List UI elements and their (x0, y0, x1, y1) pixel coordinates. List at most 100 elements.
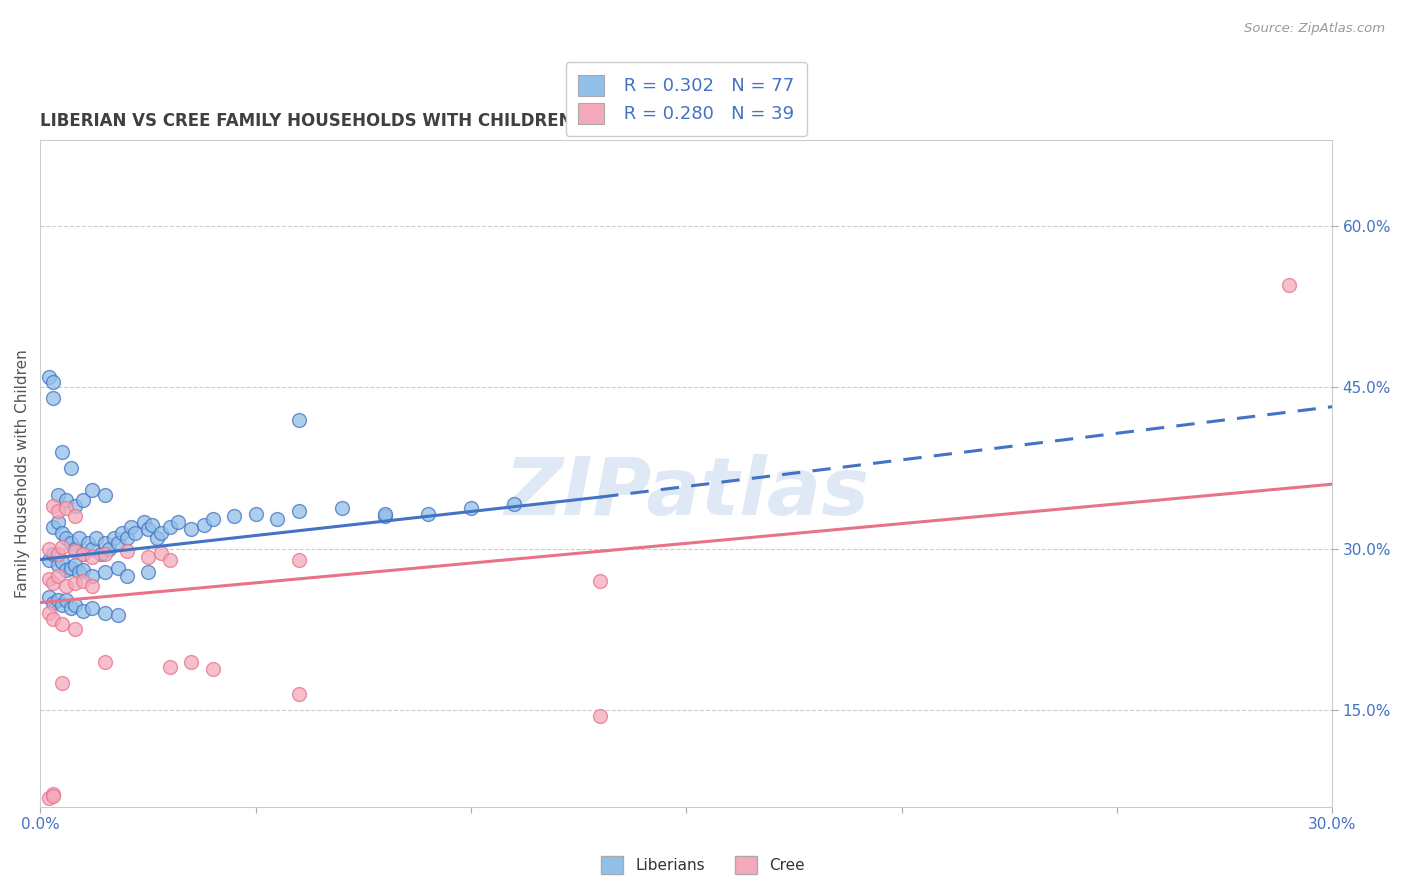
Point (111, 525, 134, 540)
Point (589, 574, 612, 588)
Point (51, 555, 73, 569)
Point (159, 552, 181, 566)
Point (287, 412, 309, 426)
Point (167, 515, 190, 529)
Point (42, 789, 65, 804)
Point (94, 536, 117, 550)
Point (94, 488, 117, 502)
Point (72, 547, 94, 561)
Point (98, 541, 121, 556)
Point (416, 508, 439, 522)
Point (55, 593, 77, 607)
Point (103, 531, 125, 545)
Point (503, 497, 526, 511)
Point (72, 547, 94, 561)
Point (287, 552, 309, 566)
Point (159, 660, 181, 674)
Point (63, 509, 86, 524)
Point (115, 531, 138, 545)
Point (38, 590, 60, 604)
Point (72, 604, 94, 618)
Point (266, 511, 288, 525)
Text: ZIPatlas: ZIPatlas (503, 454, 869, 533)
Point (55, 500, 77, 515)
Point (42, 576, 65, 591)
Point (63, 623, 86, 637)
Point (80, 601, 103, 615)
Point (46, 488, 69, 502)
Point (80, 579, 103, 593)
Point (63, 541, 86, 556)
Point (124, 525, 146, 540)
Point (145, 531, 167, 545)
Point (80, 483, 103, 497)
Point (38, 369, 60, 384)
Point (94, 607, 117, 621)
Point (72, 574, 94, 588)
Point (51, 445, 73, 459)
Point (80, 568, 103, 582)
Legend: Liberians, Cree: Liberians, Cree (595, 850, 811, 880)
Point (136, 566, 159, 580)
Point (180, 655, 202, 669)
Point (180, 522, 202, 536)
Point (201, 662, 224, 676)
Point (59, 536, 82, 550)
Point (107, 561, 129, 575)
Point (1278, 278, 1301, 293)
Point (90, 547, 112, 561)
Point (51, 525, 73, 540)
Text: Source: ZipAtlas.com: Source: ZipAtlas.com (1244, 22, 1385, 36)
Point (141, 518, 163, 533)
Point (38, 552, 60, 566)
Point (136, 550, 159, 565)
Legend:  R = 0.302   N = 77,  R = 0.280   N = 39: R = 0.302 N = 77, R = 0.280 N = 39 (565, 62, 807, 136)
Point (589, 708, 612, 723)
Point (107, 536, 129, 550)
Point (149, 525, 172, 540)
Point (63, 558, 86, 572)
Point (374, 509, 396, 524)
Point (287, 504, 309, 518)
Point (132, 515, 155, 529)
Point (55, 563, 77, 577)
Point (38, 791, 60, 805)
Point (38, 541, 60, 556)
Point (193, 518, 215, 533)
Y-axis label: Family Households with Children: Family Households with Children (15, 349, 30, 598)
Point (115, 544, 138, 558)
Point (136, 522, 159, 536)
Point (63, 544, 86, 558)
Point (63, 499, 86, 513)
Point (149, 546, 172, 560)
Point (86, 531, 108, 545)
Point (42, 520, 65, 534)
Point (42, 547, 65, 561)
Point (330, 500, 353, 515)
Point (94, 566, 117, 580)
Point (159, 520, 181, 534)
Point (55, 531, 77, 545)
Point (72, 563, 94, 577)
Point (115, 568, 138, 582)
Point (42, 612, 65, 626)
Point (72, 493, 94, 508)
Point (46, 547, 69, 561)
Point (38, 572, 60, 586)
Point (201, 511, 224, 525)
Point (63, 576, 86, 591)
Point (76, 536, 98, 550)
Point (46, 515, 69, 529)
Point (46, 504, 69, 518)
Point (67, 531, 90, 545)
Point (42, 499, 65, 513)
Point (42, 787, 65, 801)
Point (94, 655, 117, 669)
Point (46, 593, 69, 607)
Point (63, 598, 86, 612)
Point (224, 509, 246, 524)
Point (59, 601, 82, 615)
Point (51, 676, 73, 690)
Point (42, 375, 65, 389)
Point (42, 595, 65, 609)
